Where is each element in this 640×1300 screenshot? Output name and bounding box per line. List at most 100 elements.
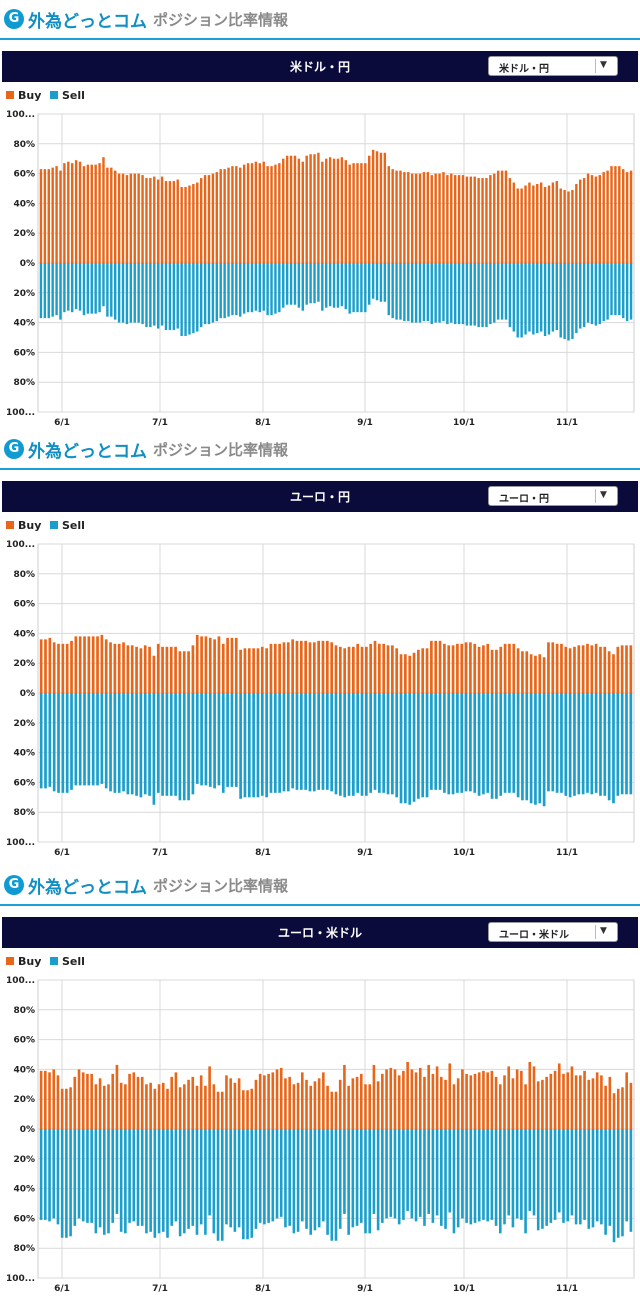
sell-bar (456, 693, 459, 793)
sell-bar (575, 263, 578, 334)
buy-bar (389, 1067, 393, 1129)
sell-bar (496, 263, 500, 320)
buy-bar (81, 1072, 85, 1129)
sell-bar (507, 1129, 511, 1216)
buy-bar (61, 643, 65, 693)
buy-bar (254, 161, 258, 263)
sell-bar (383, 263, 387, 302)
sell-bar (247, 693, 251, 798)
sell-bar (176, 263, 179, 329)
buy-bar (381, 1073, 384, 1129)
buy-bar (356, 643, 360, 693)
buy-bar (321, 161, 324, 263)
sell-bar (256, 693, 260, 798)
chevron-down-icon[interactable]: ▼ (600, 490, 607, 500)
buy-bar (243, 648, 247, 693)
buy-bar (604, 1085, 607, 1129)
sell-bar (223, 263, 226, 319)
sell-bar (133, 263, 136, 323)
sell-bar (614, 263, 617, 316)
sell-bar (372, 1129, 376, 1214)
sell-bar (465, 1129, 468, 1223)
sell-bar (291, 693, 294, 789)
buy-bar (397, 1075, 401, 1129)
sell-bar (559, 263, 562, 338)
buy-bar (343, 648, 347, 693)
sell-bar (382, 693, 386, 793)
buy-bar (442, 172, 445, 263)
legend-item-sell: Sell (50, 519, 85, 532)
buy-bar (375, 151, 379, 263)
x-tick-label: 10/1 (453, 848, 475, 858)
buy-bar (525, 651, 529, 693)
sell-bar (567, 263, 570, 341)
y-tick-label: 60% (13, 1214, 35, 1224)
sell-bar (516, 263, 519, 338)
buy-bar (418, 1067, 422, 1129)
sell-bar (343, 693, 347, 798)
buy-bar (543, 187, 547, 263)
sell-bar (43, 263, 47, 319)
buy-bar (313, 1081, 317, 1129)
buy-bar (286, 642, 290, 693)
sell-bar (211, 263, 215, 323)
currency-pair-select[interactable]: ユーロ・米ドル ▼ (488, 922, 618, 942)
sell-bar (590, 263, 594, 325)
sell-bar (195, 1129, 199, 1235)
sell-bar (149, 1129, 152, 1232)
buy-bar (612, 654, 615, 693)
buy-bar (180, 187, 183, 263)
sell-bar (304, 693, 307, 790)
chevron-down-icon[interactable]: ▼ (600, 926, 607, 936)
sell-bar (579, 263, 582, 329)
buy-bar (625, 172, 629, 263)
buy-bar (407, 172, 410, 263)
buy-bar (247, 648, 251, 693)
buy-bar (250, 1088, 254, 1129)
buy-bar (263, 1075, 266, 1129)
sell-bar (365, 693, 368, 796)
sell-bar (65, 1129, 68, 1238)
currency-pair-select[interactable]: ユーロ・円 ▼ (488, 486, 618, 506)
buy-bar (164, 181, 168, 263)
sell-bar (395, 263, 398, 320)
buy-bar (98, 163, 101, 263)
chevron-down-icon[interactable]: ▼ (600, 60, 607, 70)
sell-bar (191, 693, 195, 795)
buy-bar (607, 651, 611, 693)
buy-bar (473, 176, 476, 263)
y-tick-label: 40% (13, 199, 35, 209)
legend-item-sell: Sell (50, 89, 85, 102)
sell-bar (330, 693, 334, 792)
buy-bar (69, 1087, 72, 1129)
y-tick-label: 0% (20, 689, 35, 699)
sell-bar (371, 263, 375, 299)
buy-bar (145, 1084, 148, 1129)
buy-bar (456, 1078, 460, 1129)
sell-bar (486, 1129, 489, 1222)
sell-bar (435, 1129, 439, 1216)
buy-bar (258, 1073, 262, 1129)
sell-bar (414, 1129, 418, 1222)
sell-bar (524, 1129, 527, 1234)
sell-bar (511, 1129, 515, 1228)
buy-bar (465, 1073, 468, 1129)
currency-pair-select[interactable]: 米ドル・円 ▼ (488, 56, 618, 76)
sell-bar (271, 1129, 275, 1222)
sell-bar (67, 263, 70, 311)
sell-bar (203, 263, 207, 325)
buy-bar (152, 655, 156, 693)
buy-bar (104, 639, 108, 693)
buy-bar (464, 642, 468, 693)
sell-bar (343, 1129, 346, 1214)
sell-bar (94, 1129, 98, 1234)
buy-bar (90, 1073, 93, 1129)
buy-bar (317, 640, 321, 693)
brand-logo-text: 外為どっとコム (28, 12, 147, 32)
sell-bar (448, 1129, 452, 1213)
buy-bar (440, 1076, 443, 1129)
buy-bar (422, 172, 426, 263)
buy-bar (213, 639, 216, 693)
sell-bar (125, 263, 129, 325)
position-ratio-chart: 100... 80% 60% 40% 20% 0% 20% 40% 60% 80% 100... 6/… (6, 540, 635, 858)
